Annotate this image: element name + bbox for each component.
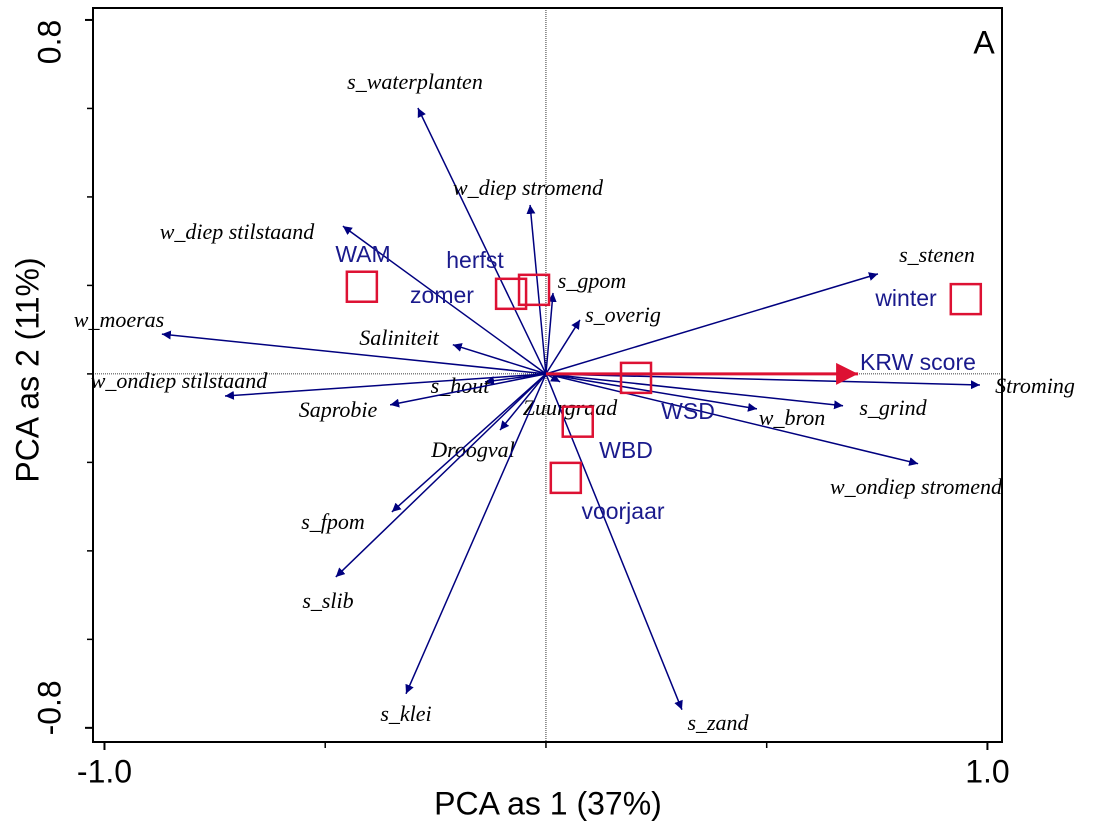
- sample-point: [561, 405, 594, 438]
- vector-arrow: [342, 225, 547, 375]
- vector-arrow: [224, 373, 547, 400]
- vector-label: w_ondiep stromend: [830, 474, 1003, 499]
- supplementary-label: KRW score: [860, 349, 976, 375]
- sample-point: [517, 273, 551, 307]
- vector-arrow: [545, 319, 581, 375]
- vector-arrow: [335, 373, 547, 578]
- vector-label: s_grind: [859, 395, 927, 420]
- sample-label: WBD: [599, 437, 653, 463]
- vector-arrow: [526, 204, 547, 374]
- sample-label: WSD: [661, 398, 715, 424]
- vector-arrow: [452, 343, 547, 375]
- sample-label: herfst: [446, 247, 504, 273]
- sample-point: [494, 277, 528, 311]
- vector-label: s_hout: [431, 373, 491, 398]
- vector-label: w_diep stilstaand: [160, 219, 316, 244]
- sample-label: WAM: [335, 241, 390, 267]
- vector-label: s_stenen: [899, 242, 975, 267]
- vector-label: s_overig: [585, 302, 661, 327]
- vector-label: s_waterplanten: [347, 69, 483, 94]
- vector-arrow: [545, 272, 879, 375]
- vector-label: Stroming: [995, 373, 1075, 398]
- sample-point: [949, 282, 983, 316]
- panel-label: A: [973, 24, 995, 60]
- vector-label: Saprobie: [299, 397, 378, 422]
- sample-point: [345, 270, 379, 303]
- vector-arrow: [417, 107, 547, 375]
- vector-label: w_ondiep stilstaand: [91, 368, 269, 393]
- vector-label: Droogval: [430, 437, 515, 462]
- plot-frame: [92, 7, 1003, 743]
- y-tick-label: 0.8: [31, 20, 67, 64]
- x-tick-label: -1.0: [77, 753, 132, 789]
- vector-label: s_zand: [687, 710, 749, 735]
- vector-arrow: [545, 373, 844, 410]
- vector-label: w_diep stromend: [453, 175, 604, 200]
- vector-arrow: [161, 330, 547, 375]
- sample-point: [619, 361, 653, 395]
- vector-label: s_klei: [380, 701, 431, 726]
- sample-label: winter: [874, 285, 937, 311]
- vector-label: s_slib: [302, 588, 353, 613]
- vector-arrow: [391, 373, 547, 513]
- vector-label: w_bron: [759, 405, 825, 430]
- y-tick-label: -0.8: [31, 680, 67, 735]
- vector-arrow: [405, 373, 547, 695]
- vector-arrow: [545, 373, 980, 390]
- vector-arrow: [389, 373, 547, 408]
- vector-arrow: [499, 373, 547, 431]
- vector-arrow: [545, 373, 683, 710]
- vector-label: s_gpom: [558, 268, 626, 293]
- y-axis-label: PCA as 2 (11%): [9, 257, 45, 482]
- vector-label: s_fpom: [301, 509, 365, 534]
- sample-label: voorjaar: [581, 498, 664, 524]
- sample-point: [549, 461, 583, 495]
- vector-label: w_moeras: [74, 307, 164, 332]
- x-axis-label: PCA as 1 (37%): [434, 785, 662, 821]
- vector-label: Saliniteit: [359, 325, 439, 350]
- x-tick-label: 1.0: [965, 753, 1009, 789]
- vector-arrow: [545, 292, 557, 374]
- sample-label: zomer: [410, 282, 474, 308]
- vector-arrow: [545, 373, 919, 466]
